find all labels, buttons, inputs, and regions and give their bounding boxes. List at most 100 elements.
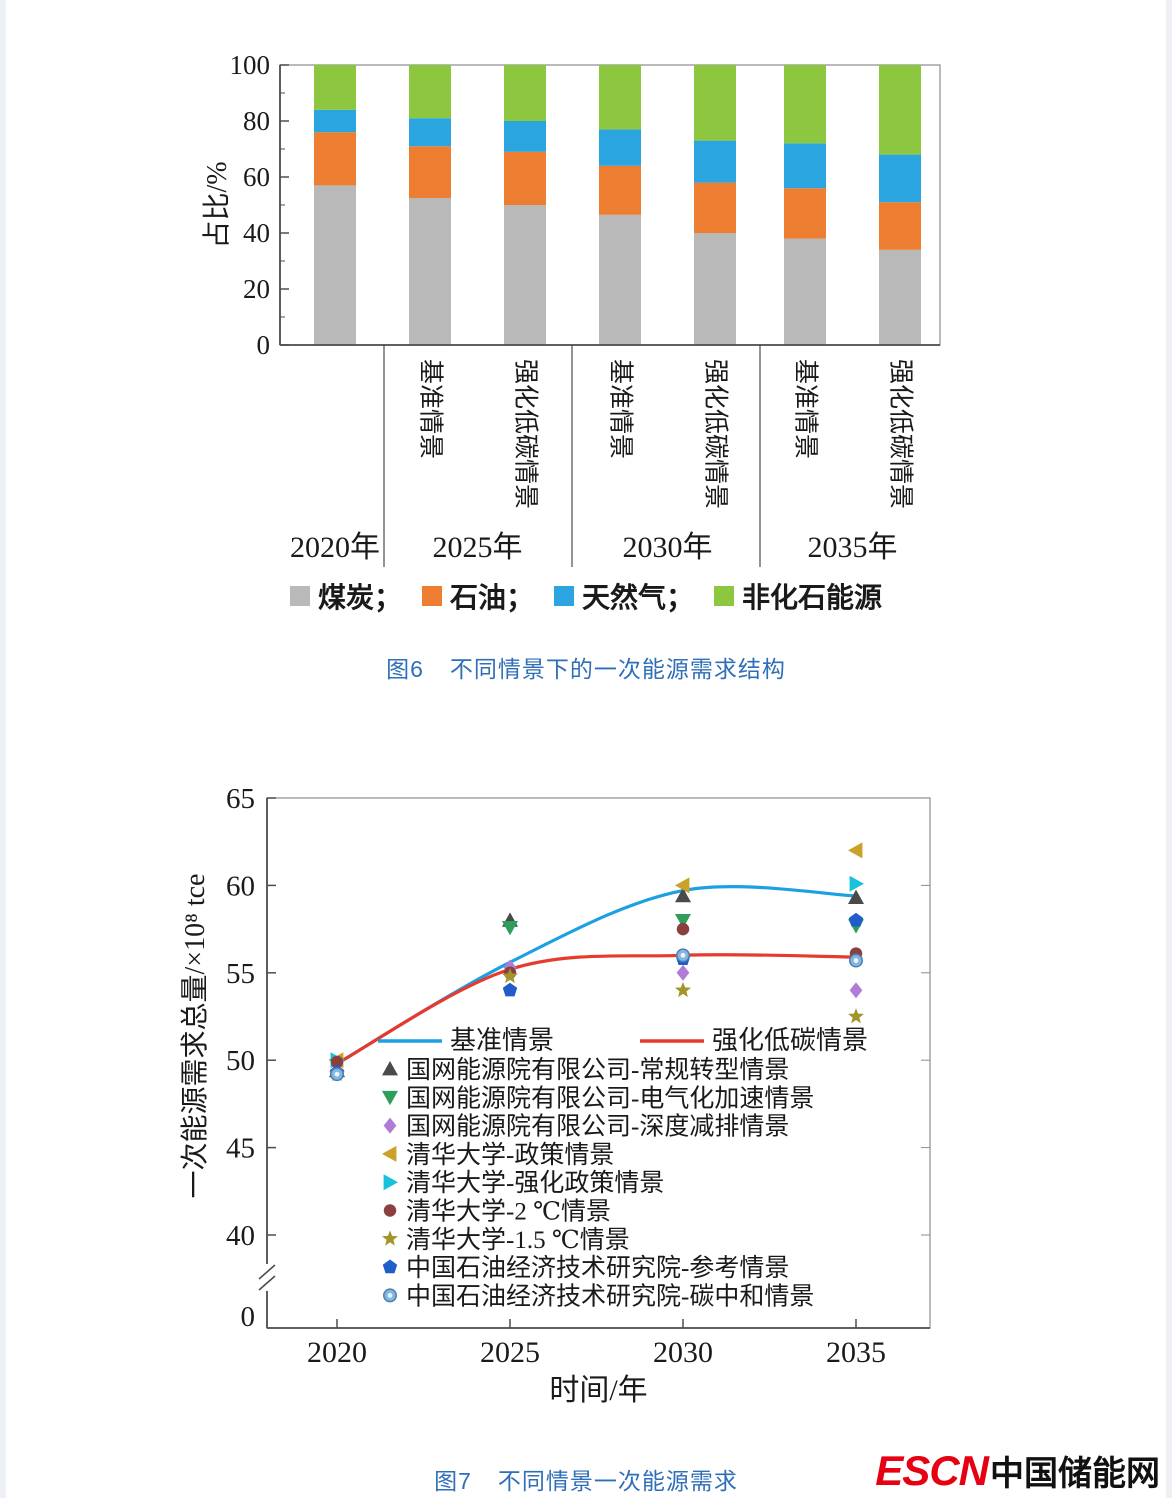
bar-segment bbox=[694, 140, 736, 183]
y-tick-label: 80 bbox=[243, 106, 270, 136]
legend-label: 中国石油经济技术研究院-参考情景 bbox=[406, 1254, 789, 1282]
bar-segment bbox=[504, 65, 546, 121]
x-tick-label: 2035 bbox=[826, 1336, 886, 1369]
bar-segment bbox=[784, 188, 826, 239]
legend-label: 非化石能源 bbox=[742, 583, 883, 614]
figure7-line-chart: 40 45 50 55 60 65 0 2020 2025 2030 2035 时间/年 一次能源需求总… bbox=[179, 783, 931, 1407]
bar-segment bbox=[879, 65, 921, 155]
y-tick-label: 60 bbox=[226, 870, 255, 902]
triangle-left-marker bbox=[382, 1145, 397, 1162]
triangle-down-marker-shape bbox=[502, 921, 518, 936]
circle-ring-marker bbox=[676, 948, 690, 963]
triangle-down-marker-shape bbox=[675, 914, 691, 929]
y-tick-label: 55 bbox=[226, 958, 255, 990]
circle-ring-marker bbox=[849, 953, 863, 968]
y-tick-label: 40 bbox=[243, 218, 270, 248]
figure6-legend: 煤炭； 石油； 天然气； 非化石能源 bbox=[0, 576, 1172, 616]
y-axis-title: 一次能源需求总量/×10⁸ tce bbox=[179, 874, 211, 1199]
triangle-right-marker bbox=[383, 1174, 398, 1191]
star-marker bbox=[502, 967, 518, 984]
pentagon-marker bbox=[382, 1259, 398, 1274]
y-tick-label: 40 bbox=[226, 1220, 255, 1252]
legend-item: 天然气； bbox=[554, 576, 694, 616]
x-tick-label: 2030 bbox=[653, 1336, 713, 1369]
y-tick-label: 60 bbox=[243, 162, 270, 192]
bar-segment bbox=[504, 151, 546, 205]
star-marker bbox=[848, 1008, 864, 1024]
pentagon-marker-shape bbox=[502, 982, 518, 997]
triangle-right-marker bbox=[849, 875, 864, 892]
bar-scenario-label: 强化低碳情景 bbox=[887, 359, 915, 509]
triangle-left-marker-shape bbox=[848, 842, 863, 859]
year-label: 2030年 bbox=[623, 531, 713, 564]
pentagon-marker-shape bbox=[848, 912, 864, 927]
bar-scenario-label: 基准情景 bbox=[792, 359, 820, 459]
circle-ring-marker-center bbox=[853, 958, 859, 963]
triangle-left-marker-shape bbox=[382, 1145, 397, 1162]
bar-segment bbox=[879, 249, 921, 345]
bar-segment bbox=[694, 182, 736, 233]
axis-break-mark bbox=[258, 1275, 276, 1291]
bar-segment bbox=[314, 109, 356, 133]
legend-label: 清华大学-政策情景 bbox=[406, 1141, 614, 1169]
star-marker-shape bbox=[502, 967, 518, 984]
bar-segment bbox=[314, 132, 356, 186]
diamond-marker-shape bbox=[676, 964, 690, 981]
y-zero-label: 0 bbox=[241, 1301, 256, 1333]
circle-marker bbox=[383, 1204, 397, 1217]
bar-scenario-label: 基准情景 bbox=[607, 359, 635, 459]
pentagon-marker bbox=[502, 982, 518, 997]
diamond-marker bbox=[383, 1117, 397, 1134]
triangle-down-marker bbox=[675, 914, 691, 929]
bar-scenario-label: 强化低碳情景 bbox=[512, 359, 540, 509]
bar-segment bbox=[409, 146, 451, 198]
circle-ring-marker-center bbox=[334, 1071, 340, 1077]
bar-segment bbox=[599, 165, 641, 215]
triangle-right-marker-shape bbox=[849, 875, 864, 892]
y-tick-label: 50 bbox=[226, 1045, 255, 1077]
circle-ring-marker bbox=[383, 1288, 397, 1303]
triangle-up-marker bbox=[382, 1061, 398, 1076]
triangle-left-marker-shape bbox=[675, 877, 690, 894]
figure7-caption-text: 不同情景一次能源需求 bbox=[497, 1468, 738, 1494]
bars bbox=[314, 65, 921, 345]
escn-logo: ESCN 中国储能网 bbox=[875, 1446, 1160, 1495]
legend-swatch bbox=[714, 586, 735, 606]
bar-segment bbox=[879, 202, 921, 250]
legend-label: 清华大学-2 ℃情景 bbox=[406, 1198, 611, 1226]
star-marker bbox=[382, 1230, 398, 1246]
axis-break-mask bbox=[264, 1264, 270, 1291]
year-label: 2020年 bbox=[290, 531, 380, 564]
legend-label: 国网能源院有限公司-常规转型情景 bbox=[406, 1056, 789, 1084]
bar-scenario-label: 基准情景 bbox=[417, 359, 445, 459]
figure7-caption: 图7 不同情景一次能源需求 bbox=[0, 1462, 1172, 1496]
pentagon-marker-shape bbox=[382, 1259, 398, 1274]
bar-segment bbox=[409, 65, 451, 119]
legend-label: 天然气； bbox=[582, 583, 695, 614]
legend-label: 煤炭； bbox=[317, 583, 402, 614]
triangle-down-marker bbox=[382, 1090, 398, 1106]
triangle-up-marker bbox=[848, 889, 864, 904]
figure6-stacked-bar-chart: 2020年 基准情景 强化低碳情景 2025年 基准情景 强化低碳情景 2030年 基准情景 强… bbox=[201, 50, 941, 567]
y-tick-label: 0 bbox=[257, 330, 271, 360]
bar-segment bbox=[599, 65, 641, 130]
pentagon-marker bbox=[848, 912, 864, 927]
bar-segment bbox=[409, 198, 451, 345]
legend-item: 石油； bbox=[421, 576, 534, 616]
legend-swatch bbox=[289, 586, 310, 606]
year-label: 2025年 bbox=[433, 531, 523, 564]
x-tick-label: 2025 bbox=[480, 1336, 540, 1369]
circle-marker-shape bbox=[676, 922, 690, 936]
legend-swatch bbox=[554, 586, 574, 606]
axis-break-mark bbox=[258, 1264, 276, 1280]
y-tick-label: 100 bbox=[230, 50, 271, 80]
escn-site-name: 中国储能网 bbox=[990, 1455, 1160, 1493]
triangle-left-marker bbox=[848, 842, 863, 859]
bar-segment bbox=[694, 233, 736, 345]
legend-label: 基准情景 bbox=[450, 1026, 554, 1055]
legend-label: 清华大学-强化政策情景 bbox=[406, 1169, 664, 1197]
y-tick-label: 20 bbox=[243, 274, 270, 304]
legend-item: 非化石能源 bbox=[714, 576, 882, 616]
bar-segment bbox=[784, 143, 826, 189]
